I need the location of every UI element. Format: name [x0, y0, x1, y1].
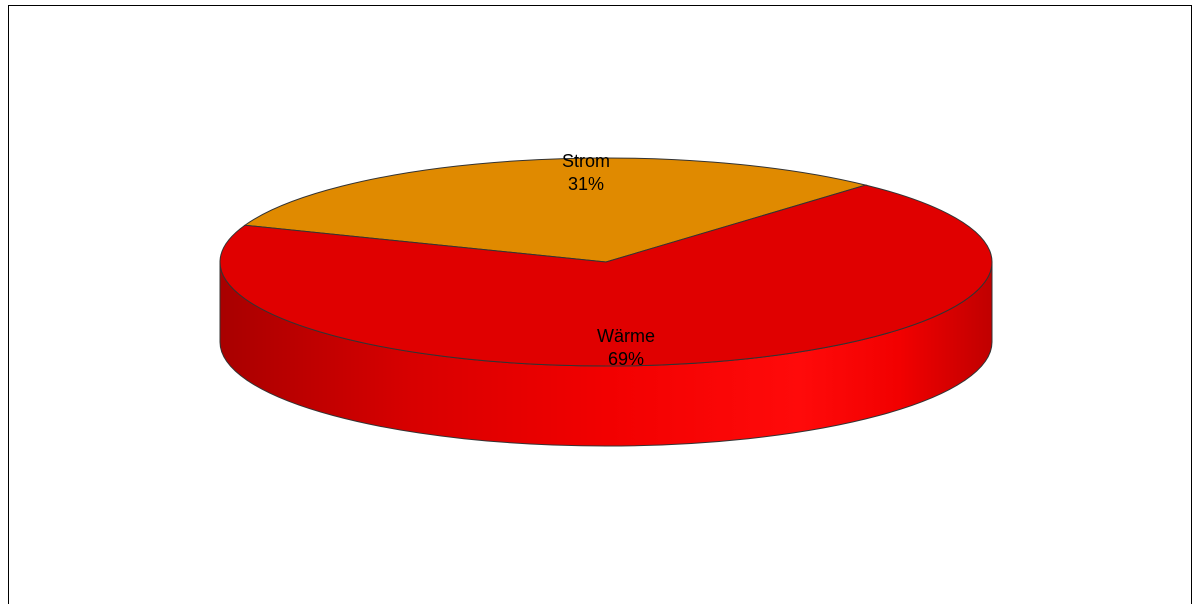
slice-label-strom-name: Strom: [562, 151, 610, 171]
pie-slice-strom: [243, 157, 868, 263]
pie-slice-w-rme: [219, 184, 993, 367]
slice-label-waerme-name: Wärme: [597, 326, 655, 346]
slice-label-strom-value: 31%: [568, 174, 604, 194]
slice-label-waerme-value: 69%: [608, 349, 644, 369]
